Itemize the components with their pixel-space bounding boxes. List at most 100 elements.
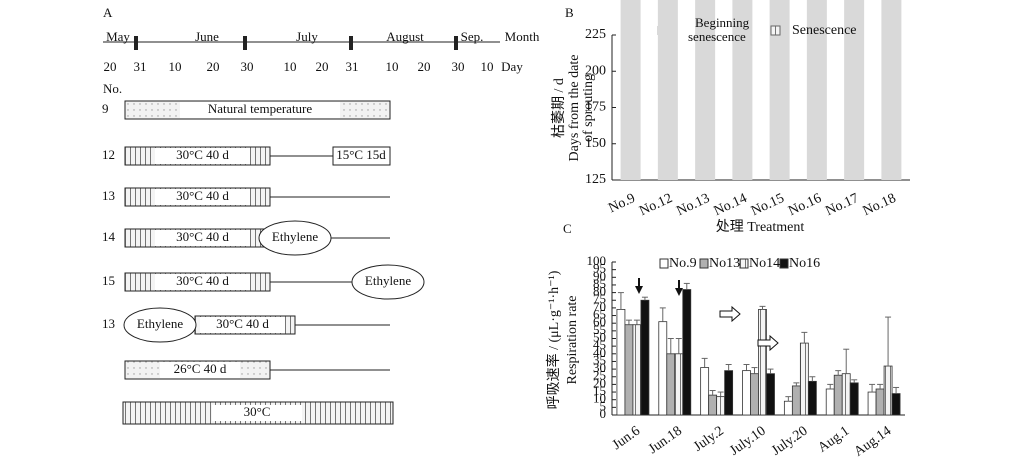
x-tick-label: Jun.18 [646, 424, 685, 457]
bar [742, 370, 751, 416]
day-label: 30 [241, 59, 254, 74]
row-text: 30°C 40 d [176, 273, 229, 288]
bar [791, 385, 801, 416]
y-tick-label: 125 [585, 172, 606, 187]
bar [783, 400, 793, 416]
x-tick-label: July.2 [691, 424, 727, 455]
row-number: 9 [102, 101, 109, 116]
y-tick-label: 95 [593, 261, 606, 276]
legend-swatch [739, 258, 749, 269]
y-tick-label: 100 [587, 253, 607, 268]
y-axis-label: 枯萎期 / d [551, 78, 567, 138]
bar [833, 374, 843, 416]
label-bg [212, 405, 302, 421]
row-number: 13 [102, 188, 115, 203]
month-divider [243, 36, 247, 50]
day-label: 30 [452, 59, 465, 74]
x-tick-label: No.17 [823, 191, 861, 219]
label-bg [180, 102, 340, 118]
legend-label: No16 [789, 256, 820, 271]
y-tick-label: 65 [593, 307, 606, 322]
y-tick-label: 50 [593, 329, 606, 344]
bar [616, 309, 626, 416]
bar-segment [732, 0, 753, 181]
bar [799, 342, 809, 416]
y-tick-label: 0 [600, 406, 607, 421]
row-text: 26°C 40 d [174, 361, 227, 376]
bar-segment [844, 0, 865, 181]
day-label: 10 [481, 59, 494, 74]
bar [624, 324, 634, 416]
bar-segment [620, 0, 641, 180]
y-tick-label: 90 [593, 268, 606, 283]
bar [674, 353, 684, 416]
y-tick-label: 15 [593, 383, 606, 398]
y-tick-label: 25 [593, 368, 606, 383]
row-text: 30°C 40 d [176, 188, 229, 203]
x-tick-label: No.14 [712, 191, 750, 219]
bar [700, 367, 710, 416]
y-tick-label: 80 [593, 284, 606, 299]
label-bg [155, 189, 250, 205]
row-number: 12 [102, 147, 115, 162]
y-axis-label: 呼吸速率 / (μL·g⁻¹·h⁻¹) [545, 270, 562, 409]
bar-segment [806, 0, 827, 181]
label-bg [155, 148, 250, 164]
day-label: 20 [418, 59, 431, 74]
arrow-head [635, 286, 643, 294]
x-tick-label: No.18 [861, 191, 899, 219]
y-axis-label: Days from the date [567, 55, 582, 162]
ethylene-label: Ethylene [137, 316, 183, 331]
x-tick-label: Jun.6 [610, 424, 643, 453]
x-tick-label: No.13 [674, 191, 712, 219]
bar-segment [881, 0, 902, 180]
x-tick-label: Aug.14 [852, 424, 895, 460]
month-label: August [386, 29, 424, 44]
bar-segment [695, 0, 716, 181]
bar [849, 382, 859, 416]
y-tick-label: 45 [593, 337, 606, 352]
label-bg [160, 362, 240, 378]
y-tick-label: 5 [600, 398, 607, 413]
ethylene-label: Ethylene [272, 229, 318, 244]
bar [766, 373, 775, 416]
row-text: Natural temperature [208, 101, 313, 116]
y-tick-label: 75 [593, 291, 606, 306]
y-tick-label: 175 [585, 100, 606, 115]
bar [883, 365, 893, 416]
day-label: 10 [386, 59, 399, 74]
row-header: No. [103, 81, 122, 96]
bar [758, 309, 767, 416]
day-label: 10 [284, 59, 297, 74]
month-label: Sep. [461, 29, 484, 44]
bar [807, 380, 817, 416]
y-axis-label: of sprouting [581, 74, 596, 142]
hollow-arrow [719, 305, 741, 323]
bar [682, 289, 692, 416]
bar [640, 299, 650, 416]
month-label: Month [505, 29, 540, 44]
y-tick-label: 20 [593, 375, 606, 390]
bar [891, 393, 901, 416]
month-divider [454, 36, 458, 50]
ethylene-ellipse [351, 264, 425, 300]
month-label: May [106, 29, 130, 44]
y-tick-label: 10 [593, 391, 606, 406]
ethylene-label: Ethylene [365, 273, 411, 288]
x-tick-label: No.12 [637, 191, 675, 219]
row-number: 13 [102, 316, 115, 331]
day-label: 31 [134, 59, 147, 74]
legend-swatch [659, 258, 669, 269]
legend-swatch [657, 26, 666, 35]
bar [724, 370, 734, 416]
y-tick-label: 200 [585, 63, 606, 78]
x-tick-label: No.9 [606, 191, 637, 216]
x-tick-label: July.20 [769, 424, 810, 459]
y-tick-label: 70 [593, 299, 606, 314]
x-tick-label: No.15 [749, 191, 787, 219]
y-tick-label: 60 [593, 314, 606, 329]
legend-label: No13 [709, 256, 740, 271]
bar-segment [769, 0, 790, 180]
y-tick-label: 150 [585, 136, 606, 151]
